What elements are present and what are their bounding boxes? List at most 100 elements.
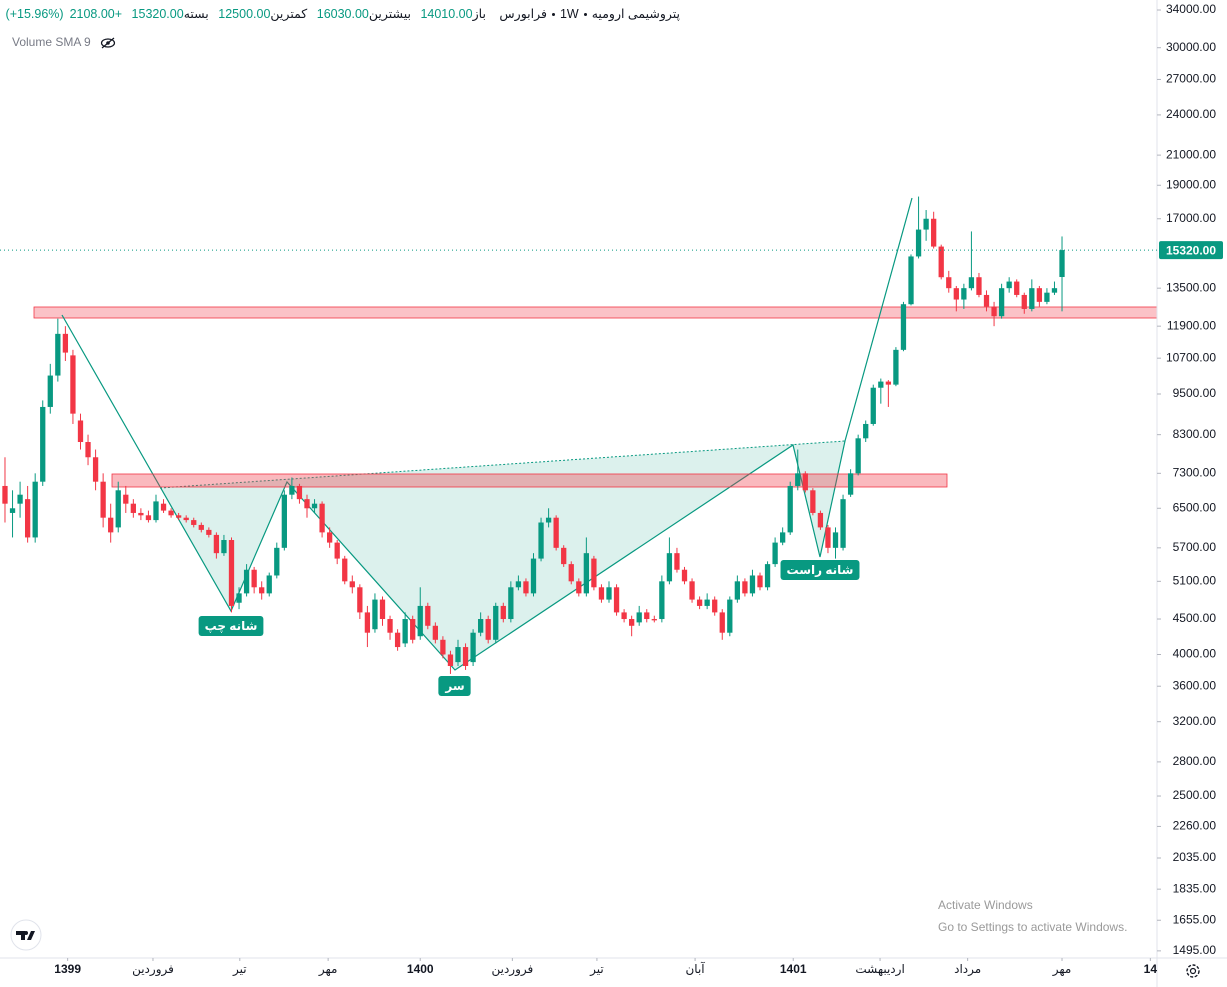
candle-body (478, 619, 484, 633)
candle-body (2, 485, 8, 504)
candle-body (213, 534, 220, 554)
candle-body (1021, 294, 1027, 309)
candle-body (168, 510, 174, 516)
candle-body (968, 277, 975, 289)
annotation-label: شانه راست (787, 563, 854, 577)
candle-body (221, 540, 227, 554)
candle-body (55, 333, 61, 376)
watermark-subtitle: Go to Settings to activate Windows. (938, 920, 1127, 934)
pattern-line (61, 197, 913, 671)
candle-body (1036, 288, 1043, 302)
y-tick-label: 1655.00 (1173, 912, 1217, 926)
candle-body (636, 612, 642, 623)
candle-body (523, 581, 529, 594)
candle-body (1044, 292, 1050, 302)
y-tick-label: 7300.00 (1173, 465, 1217, 479)
candle-body (175, 515, 182, 518)
candle-body (364, 612, 371, 633)
annotation-box (438, 676, 471, 696)
candle-body (666, 553, 673, 582)
candle-body (311, 503, 318, 509)
candle-body (259, 587, 265, 594)
candle-body (893, 349, 899, 385)
candle-body (606, 587, 612, 600)
candle-body (1006, 281, 1012, 289)
settings-icon[interactable] (1186, 964, 1200, 978)
candle-body (145, 515, 152, 521)
y-tick-label: 1495.00 (1173, 943, 1217, 957)
indicator-legend[interactable]: Volume SMA 9 (12, 35, 116, 49)
y-tick-label: 24000.00 (1166, 107, 1216, 121)
y-tick-label: 4000.00 (1173, 647, 1217, 661)
y-tick-label: 13500.00 (1166, 280, 1216, 294)
candle-body (764, 564, 771, 588)
candle-body (931, 218, 937, 247)
candle-body (243, 569, 250, 594)
y-tick-label: 34000.00 (1166, 2, 1216, 16)
y-tick-label: 21000.00 (1166, 147, 1216, 161)
candle-body (274, 547, 280, 576)
x-tick-label: اردیبهشت (855, 962, 904, 977)
y-tick-label: 2035.00 (1173, 850, 1217, 864)
candle-body (983, 294, 990, 307)
candle-body (440, 639, 446, 655)
candle-body (591, 558, 597, 588)
candle-body (780, 532, 786, 543)
watermark-title: Activate Windows (938, 898, 1033, 912)
y-tick-label: 1835.00 (1173, 881, 1217, 895)
candle-body (998, 288, 1005, 317)
indicator-name: Volume SMA 9 (12, 35, 91, 49)
candle-body (885, 381, 892, 385)
candle-body (432, 625, 438, 640)
candle-body (1059, 250, 1065, 278)
candle-body (749, 575, 756, 594)
candle-body (500, 605, 506, 620)
candle-body (863, 423, 869, 439)
y-tick-label: 5100.00 (1173, 573, 1217, 587)
last-price-box (1159, 241, 1223, 260)
candle-body (115, 490, 121, 528)
candles (2, 196, 1065, 674)
candle-body (583, 553, 589, 594)
candle-body (349, 581, 355, 588)
y-tick-label: 2260.00 (1173, 819, 1217, 833)
y-tick-label: 11900.00 (1167, 318, 1216, 332)
candle-body (1051, 288, 1058, 293)
candle-body (357, 587, 363, 613)
candle-body (704, 599, 710, 606)
candle-body (613, 587, 620, 613)
candle-body (85, 442, 91, 458)
candle-body (629, 619, 635, 626)
candle-body (425, 605, 431, 626)
x-tick-label: فروردین (491, 962, 533, 977)
candle-body (644, 612, 650, 620)
candle-body (402, 619, 408, 644)
candle-body (938, 246, 944, 278)
candle-body (840, 499, 846, 548)
pattern-fill (160, 441, 845, 670)
y-tick-label: 3600.00 (1173, 678, 1217, 692)
candle-body (832, 532, 839, 548)
candle-body (961, 288, 967, 300)
candle-body (946, 277, 952, 289)
candle-body (1014, 281, 1020, 295)
candle-body (810, 490, 816, 513)
candle-body (138, 512, 144, 516)
hidden-icon[interactable] (100, 37, 116, 49)
pattern-overlay (33, 197, 1158, 671)
candle-body (538, 522, 544, 559)
candle-body (342, 558, 348, 582)
candle-body (379, 599, 386, 620)
candle-body (394, 632, 401, 648)
y-tick-label: 3200.00 (1173, 714, 1217, 728)
low-value: 12500.00 (218, 7, 271, 21)
candle-body (734, 581, 740, 600)
neckline (159, 440, 846, 489)
y-tick-label: 19000.00 (1166, 177, 1216, 191)
candle-body (281, 494, 287, 548)
y-tick-label: 4500.00 (1173, 611, 1217, 625)
candle-body (689, 581, 695, 600)
y-tick-label: 27000.00 (1166, 72, 1216, 86)
candle-body (153, 501, 159, 521)
candle-body (334, 542, 340, 559)
